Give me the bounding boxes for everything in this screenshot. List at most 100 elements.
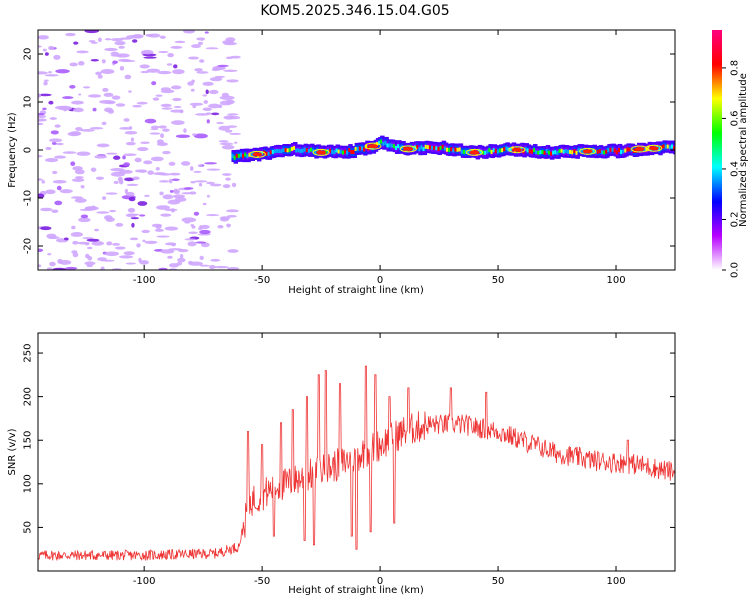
noise-speck	[38, 93, 52, 97]
noise-speck	[158, 173, 172, 176]
noise-speck	[202, 107, 212, 112]
noise-speck	[179, 254, 184, 259]
x-tick-label: -50	[254, 275, 270, 286]
noise-speck	[170, 85, 182, 90]
noise-speck	[141, 229, 150, 234]
noise-speck	[206, 119, 210, 124]
noise-speck	[112, 242, 121, 246]
y-tick-label: 200	[23, 387, 34, 406]
snr-series-line	[38, 365, 675, 562]
noise-speck	[123, 118, 130, 122]
noise-speck	[219, 95, 235, 100]
noise-speck	[221, 144, 235, 150]
noise-speck	[226, 209, 240, 213]
noise-speck	[158, 50, 169, 54]
noise-speck	[55, 69, 70, 74]
noise-speck	[193, 211, 200, 216]
band-peak-ring	[631, 145, 649, 153]
x-tick-label: 50	[492, 275, 505, 286]
noise-speck	[86, 264, 94, 268]
noise-speck	[47, 252, 52, 256]
noise-speck	[102, 196, 107, 200]
y-tick-label: -10	[23, 190, 34, 206]
noise-speck	[164, 242, 177, 246]
noise-speck	[172, 69, 185, 75]
noise-speck	[199, 255, 204, 260]
noise-speck	[45, 146, 52, 151]
band-peak	[316, 150, 327, 155]
noise-speck	[199, 224, 210, 230]
noise-speck	[118, 169, 133, 174]
noise-speck	[118, 179, 124, 185]
noise-speck	[164, 226, 179, 231]
noise-speck	[71, 178, 85, 182]
noise-speck	[114, 246, 126, 250]
noise-speck	[194, 68, 203, 72]
band-peak-ring	[364, 142, 382, 150]
noise-speck	[192, 133, 197, 136]
noise-speck	[200, 38, 204, 41]
noise-speck	[125, 191, 135, 197]
noise-speck	[234, 141, 238, 144]
noise-speck	[127, 207, 136, 213]
noise-speck	[119, 126, 132, 130]
noise-speck	[183, 187, 194, 190]
noise-speck	[43, 81, 48, 86]
noise-speck	[200, 242, 210, 248]
noise-speck	[91, 241, 105, 246]
noise-speck	[69, 62, 78, 67]
noise-speck	[38, 193, 45, 199]
noise-speck	[188, 56, 199, 60]
noise-speck	[167, 52, 174, 58]
band-peak	[252, 152, 263, 157]
noise-speck	[110, 54, 123, 57]
noise-speck	[114, 40, 126, 46]
noise-speck	[184, 238, 196, 241]
noise-speck	[62, 96, 74, 100]
noise-speck	[44, 52, 49, 56]
noise-speck	[160, 87, 171, 91]
noise-speck	[72, 240, 79, 245]
noise-speck	[159, 180, 170, 183]
noise-speck	[206, 168, 221, 171]
noise-speck	[122, 155, 126, 160]
noise-speck	[155, 224, 162, 230]
noise-speck	[124, 177, 135, 182]
noise-speck	[228, 115, 241, 120]
band-core	[673, 146, 675, 151]
noise-speck	[211, 112, 220, 116]
noise-speck	[139, 260, 149, 265]
noise-speck	[95, 176, 104, 180]
noise-speck	[84, 30, 100, 34]
noise-speck	[62, 151, 77, 154]
noise-speck	[79, 208, 94, 212]
colorbar-gradient	[712, 30, 722, 270]
x-tick-label: 0	[377, 576, 383, 587]
noise-speck	[226, 125, 238, 128]
noise-speck	[136, 243, 141, 248]
noise-speck	[42, 107, 47, 111]
noise-speck	[146, 68, 161, 73]
noise-speck	[141, 49, 154, 55]
noise-speck	[132, 176, 140, 180]
x-tick-label: -50	[254, 576, 270, 587]
noise-speck	[75, 176, 84, 179]
noise-speck	[144, 240, 158, 245]
noise-speck	[158, 125, 167, 129]
noise-speck	[188, 231, 198, 235]
noise-speck	[49, 117, 58, 120]
noise-speck	[173, 188, 179, 193]
noise-speck	[155, 94, 163, 97]
noise-speck	[197, 41, 204, 45]
noise-speck	[180, 161, 191, 166]
noise-speck	[199, 264, 210, 267]
noise-speck	[51, 209, 59, 213]
noise-speck	[223, 69, 238, 72]
noise-speck	[131, 34, 144, 39]
noise-speck	[134, 157, 142, 163]
noise-speck	[140, 141, 150, 145]
noise-speck	[90, 41, 98, 44]
noise-speck	[164, 208, 178, 212]
